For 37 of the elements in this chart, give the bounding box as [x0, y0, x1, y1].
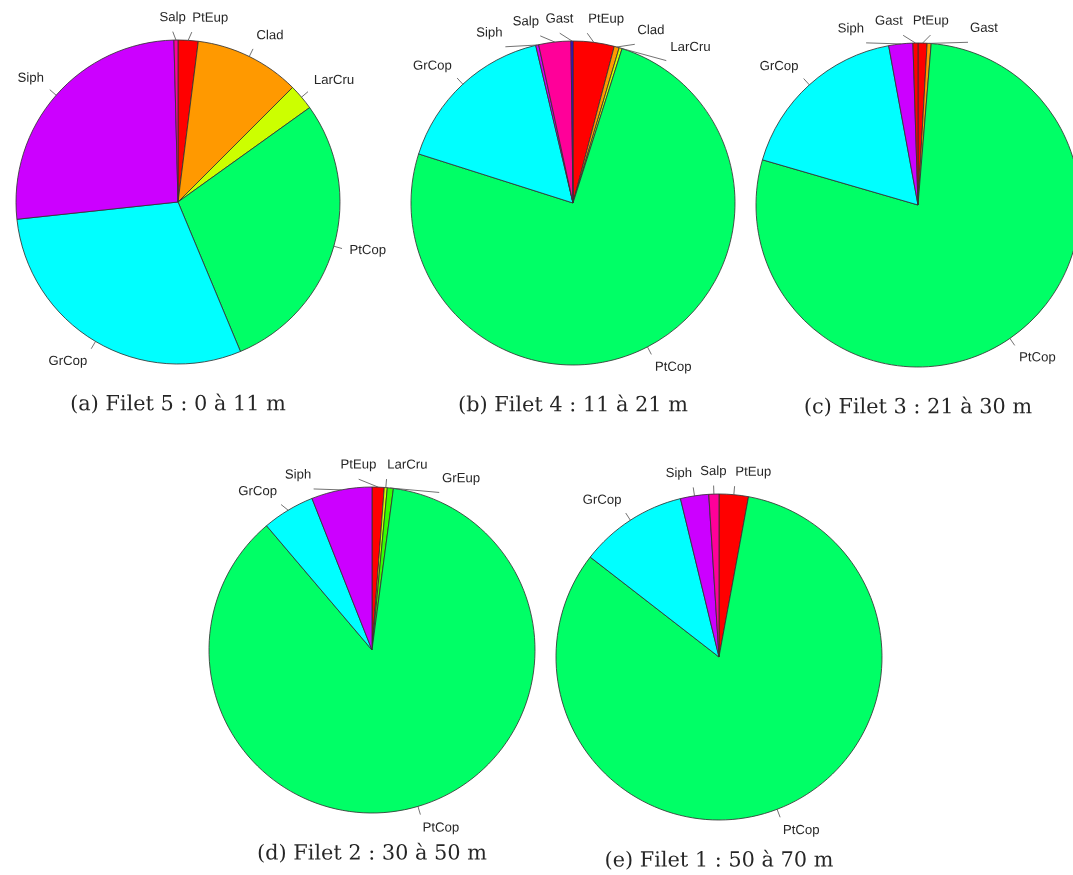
slice-label: PtEup: [913, 15, 949, 28]
text: (a) Filet 5 : 0 à 11 m: [71, 393, 286, 414]
slice-label: Clad: [257, 29, 283, 40]
slice-label: Siph: [666, 467, 692, 480]
slice-label: Clad: [638, 24, 664, 35]
slice-label: PtCop: [783, 824, 820, 837]
slice-label: GrCop: [49, 355, 87, 368]
text: (c) Filet 3 : 21 à 30 m: [805, 396, 1032, 417]
slice-label: GrCop: [238, 485, 277, 498]
slice-label: PtEup: [193, 12, 228, 25]
slice-label: Salp: [160, 11, 186, 24]
slice-label: PtCop: [1020, 352, 1056, 365]
slice-label: PtCop: [423, 822, 459, 835]
slice-label: GrEup: [442, 472, 480, 485]
text: (e) Filet 1 : 50 à 70 m: [606, 849, 833, 870]
slice-label: GrCop: [583, 494, 621, 507]
slice-label: GrCop: [760, 60, 798, 73]
slice-label: PtCop: [655, 361, 692, 374]
slice-label: PtCop: [350, 244, 386, 257]
slice-label: LarCru: [314, 74, 354, 85]
slice-label: PtEup: [589, 13, 624, 26]
slice-label: PtEup: [736, 466, 771, 479]
slice-label: Salp: [700, 465, 727, 478]
slice-label: GrCop: [413, 60, 452, 73]
slice-label: Gast: [546, 13, 574, 23]
slice-label: LarCru: [671, 41, 710, 52]
slice-label: Gast: [970, 22, 998, 32]
slice-label: Siph: [18, 72, 44, 85]
slice-label: LarCru: [388, 459, 427, 469]
slice-label: Gast: [875, 15, 903, 25]
slice-label: Salp: [513, 15, 539, 29]
slice-label: Siph: [476, 27, 502, 40]
slice-label: Siph: [285, 469, 311, 482]
text: (d) Filet 2 : 30 à 50 m: [258, 842, 487, 863]
slice-label: Siph: [838, 22, 864, 36]
text: (b) Filet 4 : 11 à 21 m: [459, 394, 688, 415]
slice-label: PtEup: [341, 459, 376, 472]
